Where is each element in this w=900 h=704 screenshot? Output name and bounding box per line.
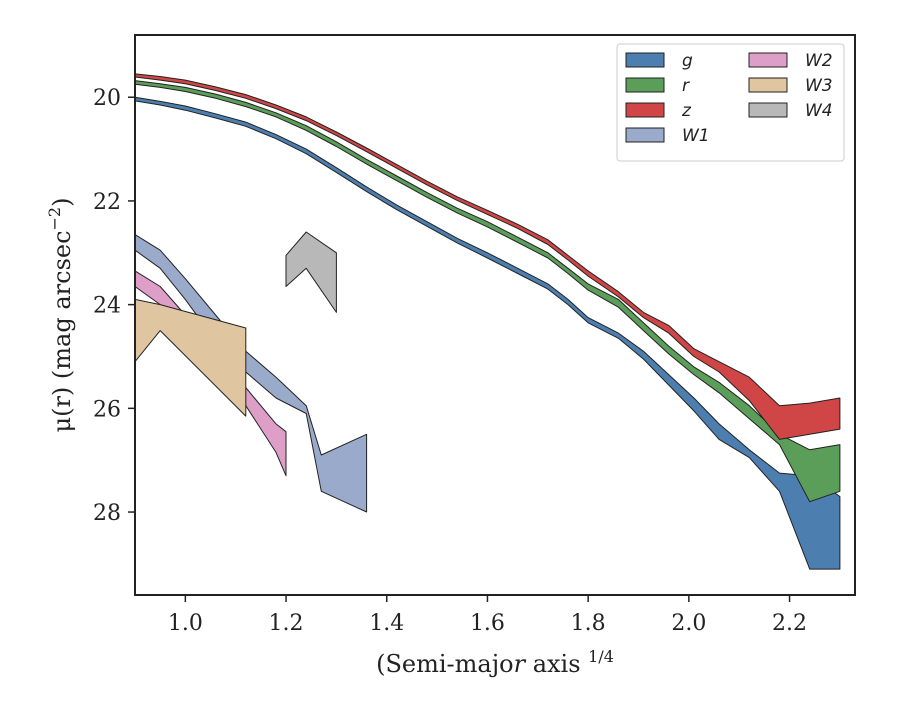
y-tick-label: 24 <box>93 294 121 319</box>
band-w3 <box>134 298 247 417</box>
legend-label-w4: W4 <box>805 101 833 121</box>
legend-swatch-r <box>625 77 665 93</box>
data-bands <box>134 73 841 570</box>
band-z <box>134 73 841 440</box>
x-tick-label: 1.4 <box>369 611 404 636</box>
legend-label-z: z <box>681 101 692 121</box>
legend-swatch-z <box>625 102 665 118</box>
x-tick-label: 1.0 <box>168 611 203 636</box>
x-tick-label: 1.6 <box>470 611 505 636</box>
x-tick-label: 2.2 <box>772 611 807 636</box>
legend-label-w2: W2 <box>805 51 833 71</box>
y-axis-title: μ(r) (mag arcsec−2) <box>45 198 76 433</box>
band-w1 <box>134 234 368 513</box>
y-tick-label: 20 <box>93 86 121 111</box>
plot-frame <box>134 34 856 596</box>
legend-label-r: r <box>682 76 690 96</box>
legend-swatch-w2 <box>748 52 788 68</box>
legend: grz W1 W2 W3 W4 <box>616 43 845 162</box>
x-tick-label: 2.0 <box>671 611 706 636</box>
legend-swatch-w4 <box>748 102 788 118</box>
legend-label-w3: W3 <box>805 76 833 96</box>
legend-swatch-w3 <box>748 77 788 93</box>
legend-label-w1: W1 <box>682 126 710 146</box>
y-tick-label: 22 <box>93 190 121 215</box>
band-r <box>134 80 841 503</box>
x-tick-label: 1.2 <box>269 611 304 636</box>
band-g <box>134 96 841 570</box>
x-tick-label: 1.8 <box>571 611 606 636</box>
legend-swatch-g <box>625 52 665 68</box>
axes: 1.0 1.2 1.4 1.6 1.8 2.0 2.2 20 22 24 26 28 <box>93 34 856 636</box>
y-tick-label: 28 <box>93 501 121 526</box>
legend-box <box>616 43 845 162</box>
axis-labels: (Semi-major axis 1/4 μ(r) (mag arcsec−2) <box>45 198 614 679</box>
x-axis-title: (Semi-major axis 1/4 <box>376 647 614 678</box>
y-tick-label: 26 <box>93 397 121 422</box>
legend-swatch-w1 <box>625 127 665 143</box>
band-w4 <box>285 231 337 313</box>
legend-label-g: g <box>682 51 693 71</box>
